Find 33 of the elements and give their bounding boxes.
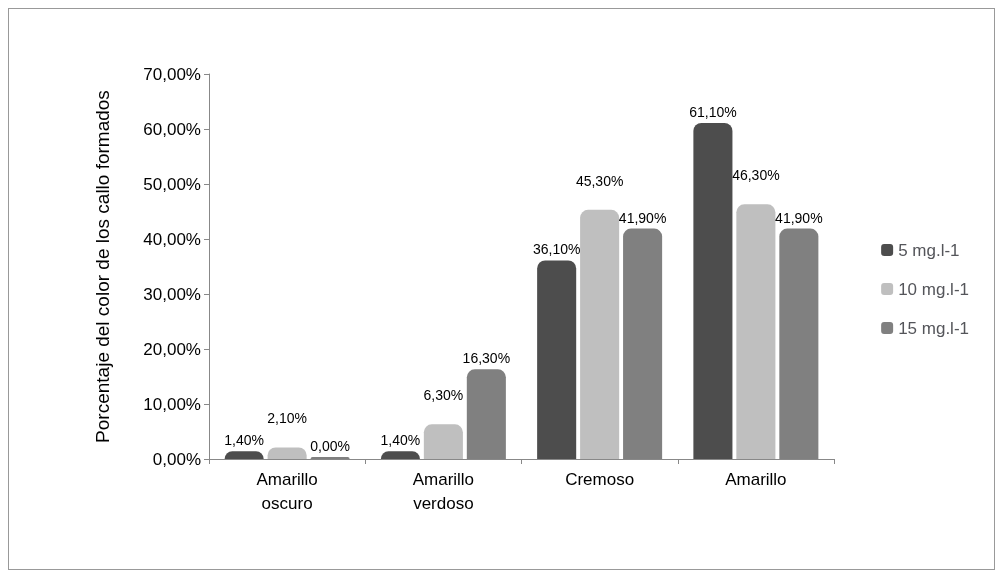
data-label: 41,90% <box>618 209 667 226</box>
y-tick-label: 50,00% <box>143 174 201 194</box>
bar <box>423 424 463 459</box>
bar <box>693 122 733 459</box>
x-tick-label: Amarillo oscuro <box>256 469 318 513</box>
data-label: 46,30% <box>732 167 780 184</box>
data-label: 36,10% <box>532 241 581 258</box>
data-label: 45,30% <box>575 172 624 189</box>
data-label: 6,30% <box>423 387 464 404</box>
data-label: 16,30% <box>462 350 511 367</box>
legend-label: 15 mg.l-1 <box>898 318 970 338</box>
data-label: 2,10% <box>267 410 307 427</box>
bar <box>537 260 577 459</box>
x-tick-label: Amarillo <box>725 469 787 489</box>
y-tick-label: 30,00% <box>143 284 201 304</box>
data-label: 1,40% <box>224 432 265 449</box>
y-tick-label: 20,00% <box>143 339 201 359</box>
y-axis-title: Porcentaje del color de los callo formados <box>91 90 113 443</box>
x-tick-label: Cremoso <box>565 469 635 489</box>
y-tick-label: 60,00% <box>143 119 201 139</box>
y-tick-label: 70,00% <box>143 64 201 84</box>
legend-label: 10 mg.l-1 <box>898 279 970 299</box>
data-label: 61,10% <box>689 103 737 120</box>
legend-label: 5 mg.l-1 <box>898 240 960 260</box>
data-label: 41,90% <box>775 209 823 226</box>
bar <box>736 204 776 459</box>
y-tick-label: 0,00% <box>152 449 201 469</box>
bar <box>580 209 620 459</box>
y-tick-label: 10,00% <box>143 394 201 414</box>
y-tick-label: 40,00% <box>143 229 201 249</box>
data-label: 1,40% <box>380 432 421 449</box>
x-tick-label: Amarillo verdoso <box>412 469 475 513</box>
data-label: 0,00% <box>310 438 350 454</box>
